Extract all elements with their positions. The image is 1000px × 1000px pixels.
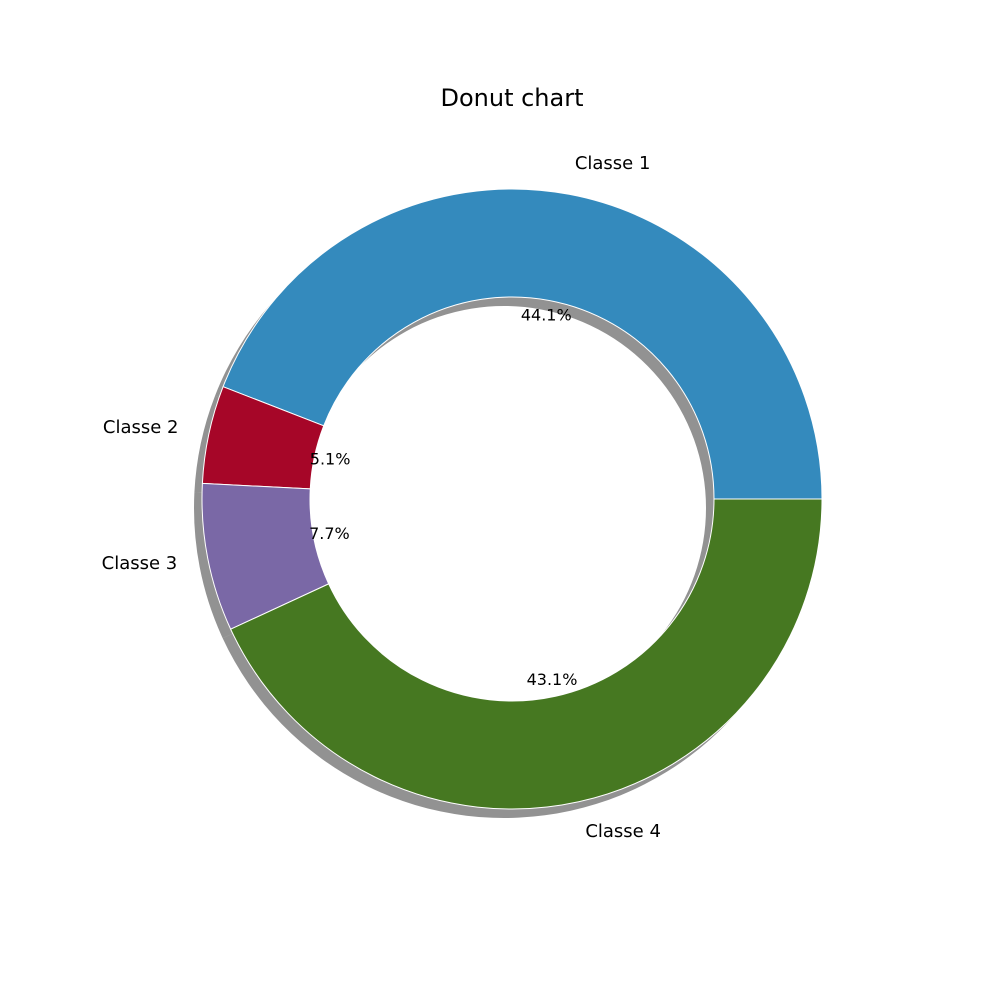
slice-percent-3: 7.7% (309, 524, 350, 543)
slice-label-4: Classe 4 (585, 821, 661, 842)
slice-label-2: Classe 2 (103, 417, 179, 438)
donut-slice-4 (230, 498, 823, 810)
slice-percent-4: 43.1% (527, 670, 578, 689)
slice-label-1: Classe 1 (575, 153, 651, 174)
chart-title: Donut chart (440, 84, 583, 112)
slice-percent-2: 5.1% (310, 450, 351, 469)
slice-percent-1: 44.1% (521, 306, 572, 325)
slice-label-3: Classe 3 (102, 553, 178, 574)
donut-labels: Classe 1 44.1% Classe 2 5.1% Classe 3 7.7% Cla… (102, 153, 661, 842)
donut-slices (201, 188, 823, 810)
donut-slice-1 (222, 188, 823, 500)
